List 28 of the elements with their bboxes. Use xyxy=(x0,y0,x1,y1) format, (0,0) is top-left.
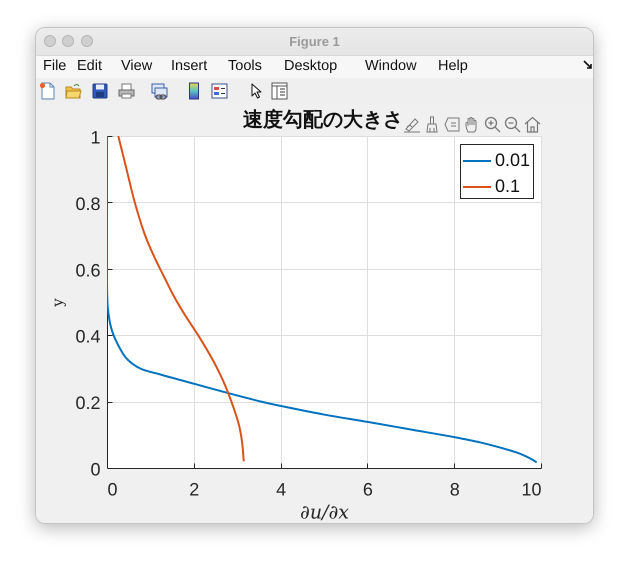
text: View xyxy=(121,58,152,74)
y-tick-label: 0 xyxy=(90,460,100,480)
text: Tools xyxy=(228,58,262,74)
text: Window xyxy=(365,58,417,74)
text: Desktop xyxy=(284,58,338,74)
text: Help xyxy=(438,58,468,74)
y-tick-label: 0.6 xyxy=(75,260,100,280)
x-tick-label: 6 xyxy=(362,480,373,500)
y-tick-label: 1 xyxy=(90,128,100,148)
x-tick-label: 2 xyxy=(189,480,200,500)
x-tick-label: 0 xyxy=(108,480,118,500)
y-tick-label: 0.8 xyxy=(75,194,100,214)
y-tick-label: 0.2 xyxy=(75,393,100,414)
text: File xyxy=(43,58,66,74)
x-tick-label: 8 xyxy=(450,480,460,500)
x-tick-label: 10 xyxy=(521,480,542,500)
line-series xyxy=(107,136,538,464)
y-axis-title: y xyxy=(48,298,66,308)
legend-label: 0.1 xyxy=(495,176,520,196)
legend-label: 0.01 xyxy=(495,150,530,170)
text: Edit xyxy=(77,58,102,74)
caption: Figure 1 xyxy=(288,34,341,49)
line-series xyxy=(117,136,245,462)
chart-title: 速度勾配の大きさ xyxy=(243,107,403,131)
x-axis-title: ∂u/∂x xyxy=(300,502,350,524)
x-tick-label: 4 xyxy=(276,480,286,500)
text: Insert xyxy=(171,58,208,74)
y-tick-label: 0.4 xyxy=(75,326,100,347)
